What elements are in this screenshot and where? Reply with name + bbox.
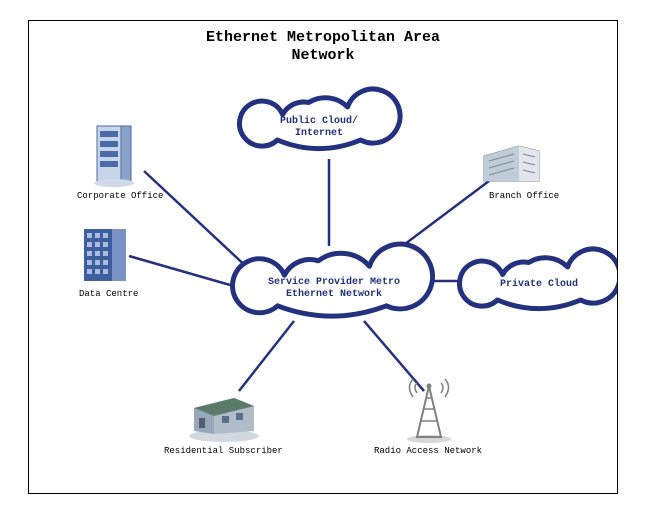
- branch-office-icon: [479, 136, 549, 196]
- corporate-office-icon: [89, 121, 139, 196]
- data-centre-label: Data Centre: [79, 289, 138, 299]
- residential-label: Residential Subscriber: [164, 446, 283, 456]
- public-cloud-label: Public Cloud/ Internet: [269, 116, 369, 140]
- radio-label: Radio Access Network: [374, 446, 482, 456]
- residential-icon: [184, 376, 264, 451]
- radio-tower-icon: [399, 371, 459, 451]
- diagram-frame: Ethernet Metropolitan Area Network Corpo…: [28, 20, 618, 494]
- branch-office-label: Branch Office: [489, 191, 559, 201]
- data-centre-icon: [79, 221, 134, 296]
- private-cloud-label: Private Cloud: [484, 279, 594, 291]
- center-cloud-label: Service Provider Metro Ethernet Network: [259, 277, 409, 301]
- corporate-office-label: Corporate Office: [77, 191, 163, 201]
